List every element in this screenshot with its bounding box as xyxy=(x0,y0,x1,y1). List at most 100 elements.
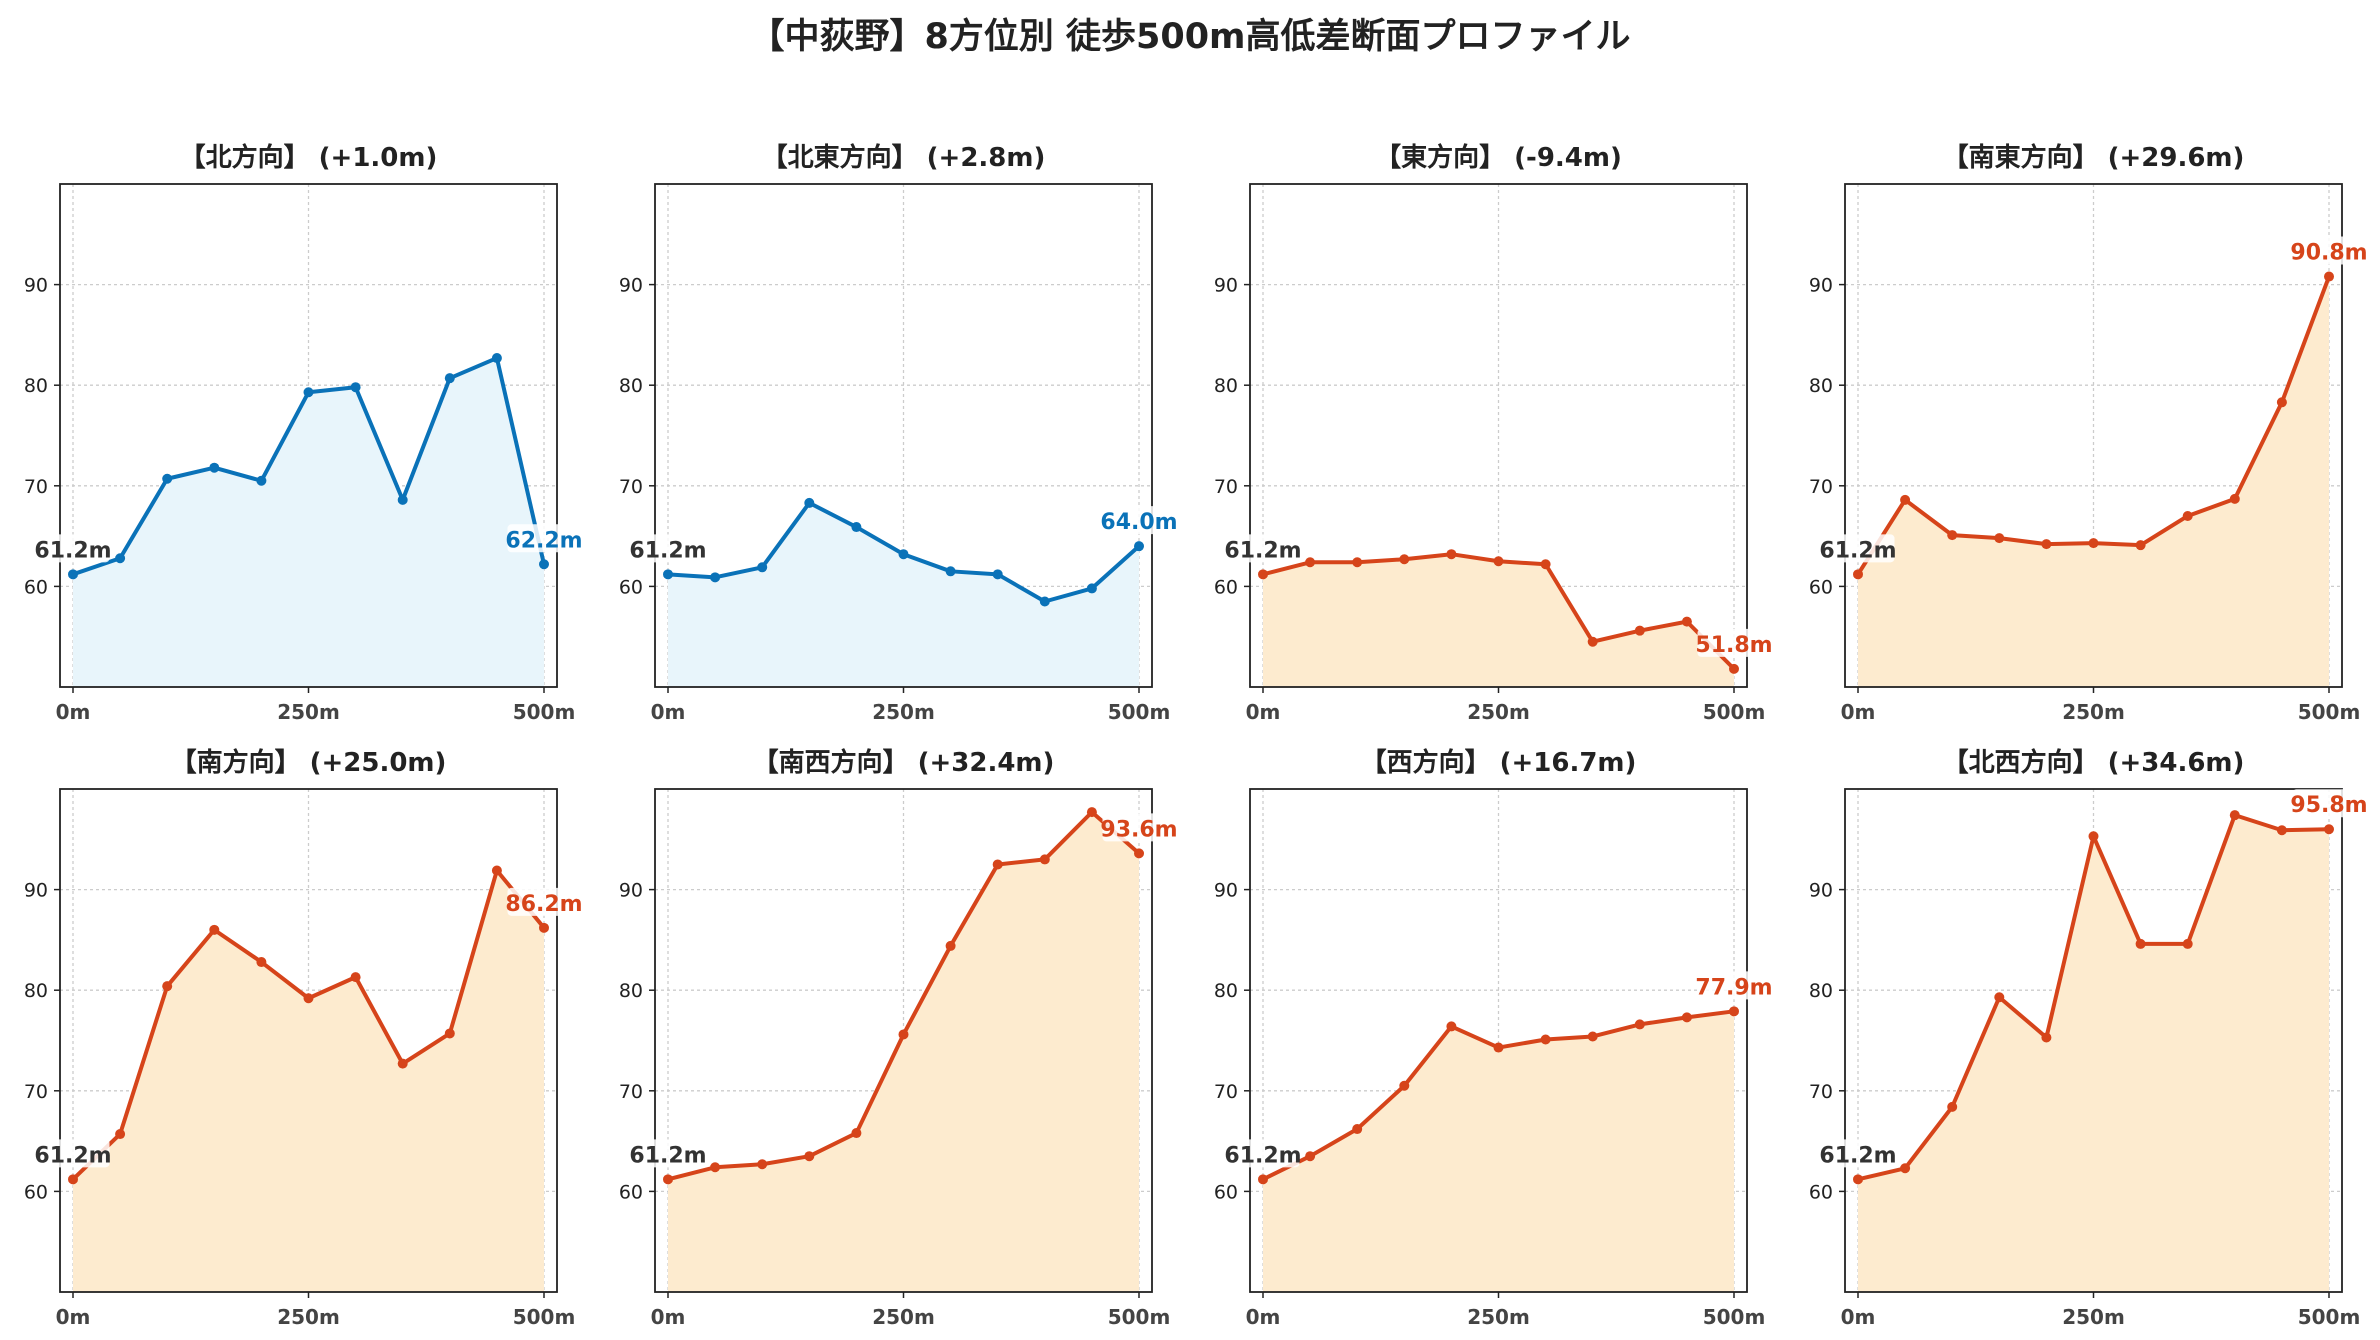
panel-title: 【南方向】 (+25.0m) xyxy=(171,747,447,778)
x-tick-label: 0m xyxy=(1841,1305,1876,1329)
data-point xyxy=(1947,530,1958,541)
x-tick-label: 250m xyxy=(1467,1305,1530,1329)
data-point xyxy=(1681,1012,1692,1023)
area-fill xyxy=(73,870,544,1292)
data-point xyxy=(1853,1174,1863,1185)
data-point xyxy=(1947,1101,1958,1112)
data-point xyxy=(1399,554,1410,565)
x-tick-label: 250m xyxy=(277,700,340,724)
start-value-label-box xyxy=(631,1139,705,1168)
data-point xyxy=(2041,1032,2052,1043)
data-point xyxy=(2324,271,2334,282)
x-tick-label: 250m xyxy=(872,1305,935,1329)
y-tick-label: 70 xyxy=(619,476,643,498)
data-point xyxy=(444,1028,455,1039)
data-point xyxy=(1634,1019,1645,1030)
panel-title: 【東方向】 (-9.4m) xyxy=(1375,142,1622,173)
x-tick-label: 500m xyxy=(2298,1305,2361,1329)
data-point xyxy=(68,569,78,580)
y-tick-label: 90 xyxy=(1809,275,1833,297)
end-value-label: 77.9m xyxy=(1695,975,1772,1000)
y-tick-label: 70 xyxy=(1214,476,1238,498)
end-value-label-box xyxy=(507,524,581,553)
data-point xyxy=(162,473,173,484)
data-point xyxy=(209,462,220,473)
y-tick-label: 60 xyxy=(619,1181,643,1203)
data-point xyxy=(1446,549,1457,560)
data-point xyxy=(1258,1174,1268,1185)
data-point xyxy=(1039,854,1050,865)
data-point xyxy=(1587,636,1598,647)
y-tick-label: 90 xyxy=(24,880,48,902)
chart-panel-6: 【南西方向】 (+32.4m) 60 70 80 90 0m 250m 500m 61.2m 93… xyxy=(619,747,1178,1329)
data-point xyxy=(710,572,721,583)
data-point xyxy=(2324,824,2334,835)
data-point xyxy=(804,497,815,508)
end-value-label: 51.8m xyxy=(1695,633,1772,658)
panel-title: 【南西方向】 (+32.4m) xyxy=(753,747,1055,778)
data-point xyxy=(2088,538,2099,549)
start-value-label: 61.2m xyxy=(629,1143,706,1168)
data-point xyxy=(2229,810,2240,821)
x-tick-label: 250m xyxy=(2062,700,2125,724)
chart-panel-5: 【南方向】 (+25.0m) 60 70 80 90 0m 250m 500m 61.2m 86.… xyxy=(24,747,583,1329)
data-point xyxy=(1493,556,1504,567)
end-value-label-box xyxy=(1102,813,1176,842)
start-value-label: 61.2m xyxy=(1224,1143,1301,1168)
chart-panel-1: 【北方向】 (+1.0m) 60 70 80 90 0m 250m 500m 61.2m 62.2… xyxy=(24,142,583,724)
panel-title: 【西方向】 (+16.7m) xyxy=(1361,747,1637,778)
start-value-label: 61.2m xyxy=(629,538,706,563)
x-tick-label: 500m xyxy=(2298,700,2361,724)
x-tick-label: 0m xyxy=(1841,700,1876,724)
x-tick-label: 0m xyxy=(651,1305,686,1329)
data-point xyxy=(992,859,1003,870)
x-tick-label: 0m xyxy=(56,1305,91,1329)
x-tick-label: 250m xyxy=(1467,700,1530,724)
data-point xyxy=(663,569,673,580)
data-point xyxy=(539,559,549,570)
data-point xyxy=(945,566,956,577)
area-fill xyxy=(1263,554,1734,687)
y-tick-label: 70 xyxy=(24,476,48,498)
end-value-label-box xyxy=(1697,628,1771,657)
data-point xyxy=(1352,557,1363,568)
end-value-label: 64.0m xyxy=(1100,510,1177,535)
data-point xyxy=(68,1174,78,1185)
y-tick-label: 80 xyxy=(619,980,643,1002)
panel-title: 【北方向】 (+1.0m) xyxy=(180,142,438,173)
data-point xyxy=(945,940,956,951)
chart-panel-2: 【北東方向】 (+2.8m) 60 70 80 90 0m 250m 500m 61.2m 64.… xyxy=(619,142,1178,724)
end-value-label: 62.2m xyxy=(505,528,582,553)
y-tick-label: 60 xyxy=(1214,1181,1238,1203)
panel-title: 【北東方向】 (+2.8m) xyxy=(762,142,1046,173)
y-tick-label: 80 xyxy=(24,375,48,397)
data-point xyxy=(444,373,455,384)
chart-panel-7: 【西方向】 (+16.7m) 60 70 80 90 0m 250m 500m 61.2m 77.… xyxy=(1214,747,1773,1329)
x-tick-label: 0m xyxy=(1246,700,1281,724)
data-point xyxy=(663,1174,673,1185)
data-point xyxy=(1729,663,1739,674)
start-value-label: 61.2m xyxy=(34,538,111,563)
data-point xyxy=(851,522,862,533)
x-tick-label: 500m xyxy=(1703,700,1766,724)
data-point xyxy=(1900,1163,1911,1174)
x-tick-label: 500m xyxy=(1108,700,1171,724)
end-value-label-box xyxy=(1102,506,1176,535)
y-tick-label: 60 xyxy=(619,576,643,598)
y-tick-label: 80 xyxy=(1809,375,1833,397)
data-point xyxy=(2276,397,2287,408)
data-point xyxy=(115,1129,126,1140)
data-point xyxy=(1305,557,1316,568)
data-point xyxy=(2276,825,2287,836)
data-point xyxy=(1994,992,2005,1003)
figure-title: 【中荻野】8方位別 徒歩500m高低差断面プロファイル xyxy=(749,17,1631,57)
area-fill xyxy=(668,812,1139,1292)
data-point xyxy=(350,382,361,393)
data-point xyxy=(491,865,502,876)
y-tick-label: 80 xyxy=(1809,980,1833,1002)
end-value-label: 93.6m xyxy=(1100,817,1177,842)
start-value-label-box xyxy=(36,534,110,563)
start-value-label-box xyxy=(1821,1139,1895,1168)
y-tick-label: 70 xyxy=(24,1081,48,1103)
data-point xyxy=(2135,938,2146,949)
